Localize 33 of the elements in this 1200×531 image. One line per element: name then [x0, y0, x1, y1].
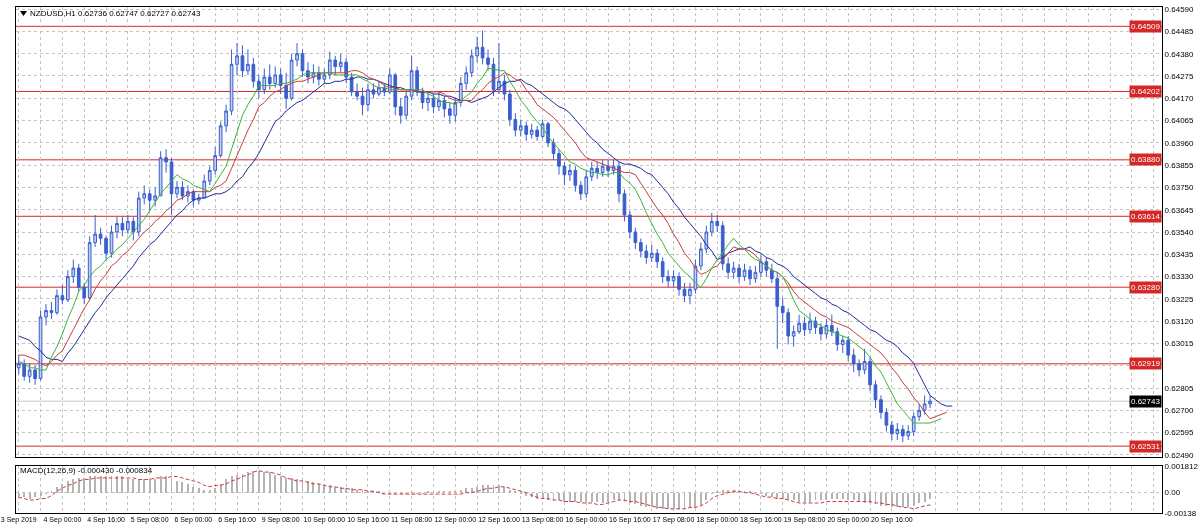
y-tick-label: 0.62805 — [1164, 383, 1195, 393]
y-tick-label: -0.00138 — [1164, 508, 1197, 518]
y-tick-label: 0.64380 — [1164, 49, 1195, 59]
y-tick-label: 0.62595 — [1164, 428, 1195, 438]
y-tick-label: 0.64275 — [1164, 71, 1195, 81]
y-tick-label: 0.62700 — [1164, 406, 1195, 416]
y-tick-label: 0.64485 — [1164, 27, 1195, 37]
y-tick-label: 0.64170 — [1164, 94, 1195, 104]
ref-line-label: 0.63614 — [1131, 212, 1161, 221]
y-tick-label: 0.63540 — [1164, 227, 1195, 237]
y-tick-label: 0.64065 — [1164, 116, 1195, 126]
chart-title: MACD(12,26,9) -0.000430 -0.000834 — [20, 465, 153, 475]
y-tick-label: 0.00 — [1164, 488, 1181, 498]
y-tick-label: 0.64590 — [1164, 4, 1195, 14]
y-tick-label: 0.63960 — [1164, 138, 1195, 148]
y-tick-label: 0.63330 — [1164, 272, 1195, 282]
y-tick-label: 0.63120 — [1164, 316, 1195, 326]
y-tick-label: 0.62490 — [1164, 450, 1195, 460]
y-tick-label: 0.001812 — [1164, 461, 1199, 471]
chart-title: NZDUSD,H1 0.62736 0.62747 0.62727 0.62743 — [30, 8, 201, 18]
y-tick-label: 0.63435 — [1164, 250, 1195, 260]
y-tick-label: 0.63750 — [1164, 183, 1195, 193]
ref-line-label: 0.63280 — [1131, 283, 1161, 292]
ref-line-label: 0.64202 — [1131, 87, 1161, 96]
y-tick-label: 0.63855 — [1164, 160, 1195, 170]
ref-line-label: 0.63880 — [1131, 155, 1161, 164]
ref-line-label: 0.62743 — [1131, 397, 1161, 406]
y-tick-label: 0.63015 — [1164, 339, 1195, 349]
ref-line-label: 0.62531 — [1131, 442, 1161, 451]
ref-line-label: 0.62919 — [1131, 359, 1161, 368]
y-tick-label: 0.63645 — [1164, 205, 1195, 215]
ref-line-label: 0.64509 — [1131, 22, 1161, 31]
y-tick-label: 0.63225 — [1164, 294, 1195, 304]
